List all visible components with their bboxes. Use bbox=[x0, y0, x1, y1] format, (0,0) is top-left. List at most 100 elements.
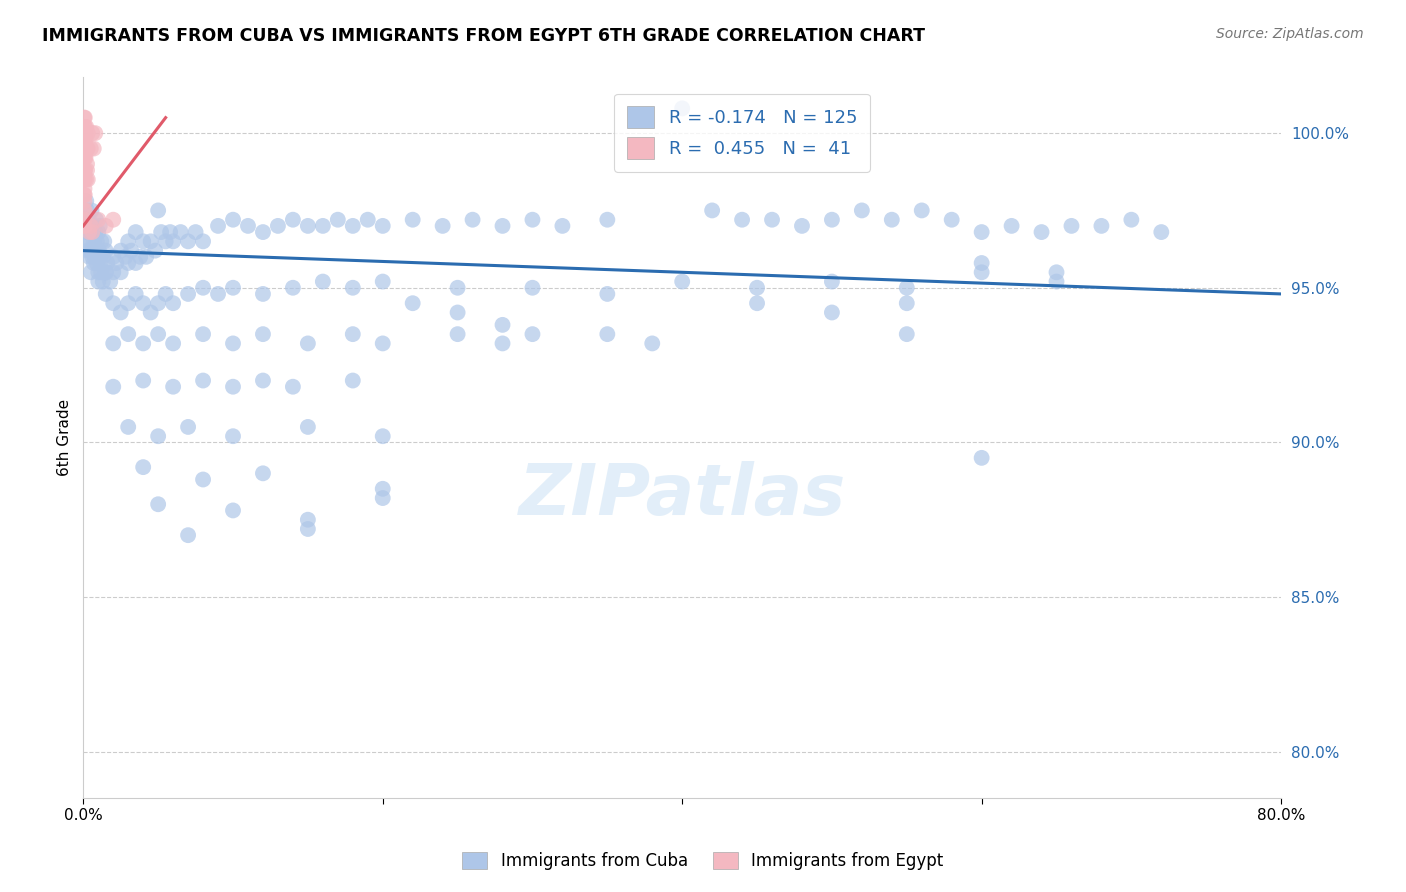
Point bbox=[77, 250, 100, 264]
Point bbox=[77, 212, 100, 227]
Point bbox=[73, 219, 96, 233]
Point bbox=[76, 142, 98, 156]
Point bbox=[76, 157, 98, 171]
Point bbox=[596, 212, 619, 227]
Point bbox=[446, 327, 468, 342]
Point bbox=[73, 172, 96, 186]
Point bbox=[76, 219, 98, 233]
Point bbox=[94, 265, 117, 279]
Point bbox=[73, 219, 96, 233]
Point bbox=[76, 142, 98, 156]
Point bbox=[129, 250, 152, 264]
Point bbox=[970, 225, 993, 239]
Point bbox=[75, 172, 97, 186]
Point bbox=[896, 327, 918, 342]
Point bbox=[222, 336, 245, 351]
Point bbox=[596, 327, 619, 342]
Point bbox=[146, 296, 169, 310]
Point bbox=[117, 296, 139, 310]
Point bbox=[402, 296, 425, 310]
Point bbox=[371, 336, 394, 351]
Point bbox=[821, 212, 844, 227]
Point bbox=[191, 473, 214, 487]
Point bbox=[125, 287, 148, 301]
Point bbox=[177, 528, 200, 542]
Point bbox=[103, 296, 125, 310]
Point bbox=[177, 235, 200, 249]
Text: ZIPatlas: ZIPatlas bbox=[519, 461, 846, 530]
Point bbox=[150, 225, 173, 239]
Point bbox=[1045, 265, 1067, 279]
Point bbox=[146, 327, 169, 342]
Point bbox=[1000, 219, 1022, 233]
Point bbox=[114, 250, 136, 264]
Point bbox=[132, 235, 155, 249]
Point bbox=[671, 101, 693, 115]
Point bbox=[103, 265, 125, 279]
Point bbox=[446, 281, 468, 295]
Point bbox=[76, 203, 98, 218]
Point bbox=[169, 225, 191, 239]
Point bbox=[641, 336, 664, 351]
Point bbox=[75, 151, 97, 165]
Point bbox=[135, 250, 157, 264]
Point bbox=[73, 163, 96, 178]
Point bbox=[73, 235, 96, 249]
Point bbox=[83, 142, 105, 156]
Point bbox=[252, 327, 274, 342]
Point bbox=[132, 374, 155, 388]
Point bbox=[252, 225, 274, 239]
Point bbox=[87, 275, 110, 289]
Point bbox=[671, 275, 693, 289]
Point bbox=[281, 380, 304, 394]
Point bbox=[75, 142, 97, 156]
Point bbox=[103, 380, 125, 394]
Point bbox=[896, 296, 918, 310]
Point bbox=[77, 225, 100, 239]
Point bbox=[371, 491, 394, 505]
Point bbox=[297, 420, 319, 434]
Point bbox=[326, 212, 349, 227]
Point bbox=[970, 265, 993, 279]
Point bbox=[91, 250, 114, 264]
Point bbox=[821, 275, 844, 289]
Point bbox=[82, 126, 104, 140]
Point bbox=[103, 212, 125, 227]
Point bbox=[75, 225, 97, 239]
Point bbox=[522, 327, 544, 342]
Point bbox=[89, 256, 111, 270]
Point bbox=[207, 287, 229, 301]
Point bbox=[110, 305, 132, 319]
Point bbox=[896, 281, 918, 295]
Point bbox=[1150, 225, 1173, 239]
Point bbox=[73, 120, 96, 134]
Point bbox=[105, 256, 128, 270]
Point bbox=[86, 256, 108, 270]
Point bbox=[90, 265, 112, 279]
Point bbox=[177, 420, 200, 434]
Point bbox=[75, 120, 97, 134]
Point bbox=[76, 172, 98, 186]
Point bbox=[80, 142, 103, 156]
Point bbox=[222, 429, 245, 443]
Point bbox=[89, 219, 111, 233]
Point bbox=[73, 151, 96, 165]
Point bbox=[84, 212, 107, 227]
Point bbox=[491, 318, 513, 332]
Point bbox=[1060, 219, 1083, 233]
Point bbox=[162, 235, 184, 249]
Point bbox=[79, 235, 101, 249]
Point bbox=[96, 256, 118, 270]
Point bbox=[446, 305, 468, 319]
Point bbox=[1090, 219, 1112, 233]
Point bbox=[222, 503, 245, 517]
Point bbox=[94, 244, 117, 258]
Point bbox=[357, 212, 380, 227]
Point bbox=[73, 142, 96, 156]
Point bbox=[132, 296, 155, 310]
Point bbox=[851, 203, 873, 218]
Point bbox=[75, 120, 97, 134]
Point bbox=[281, 212, 304, 227]
Point bbox=[731, 212, 754, 227]
Point bbox=[821, 305, 844, 319]
